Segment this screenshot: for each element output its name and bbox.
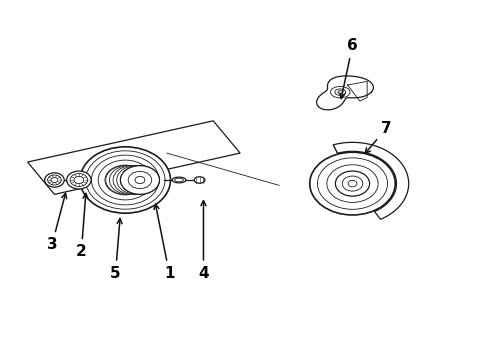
Text: 6: 6: [340, 38, 358, 99]
Ellipse shape: [70, 174, 88, 186]
Ellipse shape: [174, 178, 183, 182]
Ellipse shape: [327, 165, 378, 202]
Text: 3: 3: [47, 193, 67, 252]
Ellipse shape: [117, 166, 156, 194]
Text: 4: 4: [198, 201, 209, 281]
Ellipse shape: [338, 91, 343, 94]
Polygon shape: [347, 81, 367, 101]
Text: 2: 2: [76, 193, 88, 259]
Ellipse shape: [348, 180, 357, 187]
Ellipse shape: [310, 152, 395, 215]
Ellipse shape: [105, 165, 146, 195]
Text: 5: 5: [110, 219, 122, 281]
Ellipse shape: [106, 166, 145, 194]
Ellipse shape: [335, 89, 345, 95]
Ellipse shape: [121, 166, 159, 194]
Ellipse shape: [80, 147, 171, 213]
Ellipse shape: [109, 166, 148, 194]
Ellipse shape: [128, 171, 152, 189]
Ellipse shape: [121, 166, 159, 194]
Ellipse shape: [335, 171, 369, 196]
Ellipse shape: [67, 171, 91, 189]
Polygon shape: [317, 76, 373, 110]
Ellipse shape: [74, 176, 84, 184]
Ellipse shape: [51, 177, 58, 183]
Polygon shape: [333, 142, 409, 219]
Ellipse shape: [86, 151, 165, 209]
Ellipse shape: [113, 166, 152, 194]
Text: 7: 7: [365, 121, 392, 153]
Text: 1: 1: [154, 204, 174, 281]
Ellipse shape: [194, 177, 205, 183]
Ellipse shape: [135, 176, 145, 184]
Ellipse shape: [45, 173, 64, 187]
Ellipse shape: [172, 177, 186, 183]
Ellipse shape: [331, 86, 350, 98]
Polygon shape: [27, 121, 240, 194]
Ellipse shape: [48, 175, 61, 185]
Ellipse shape: [92, 155, 159, 205]
Ellipse shape: [318, 158, 388, 209]
Ellipse shape: [98, 160, 152, 200]
Ellipse shape: [342, 176, 363, 191]
